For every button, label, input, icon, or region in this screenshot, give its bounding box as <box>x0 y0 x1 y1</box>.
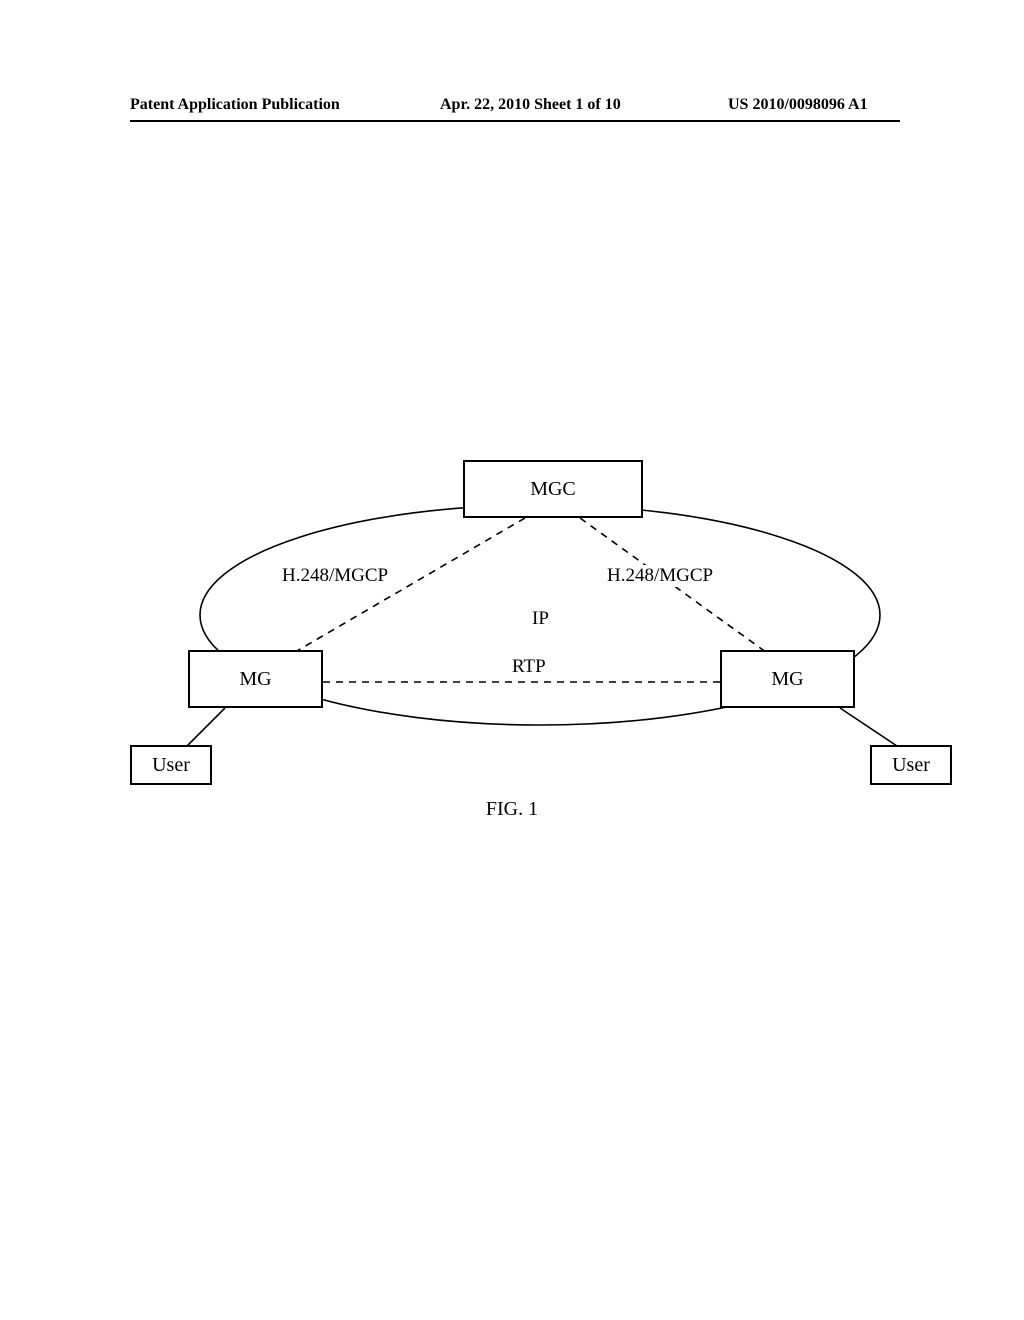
node-user-right-label: User <box>892 754 930 777</box>
node-mg-left-label: MG <box>239 668 271 691</box>
label-ip: IP <box>530 608 551 630</box>
figure-1-diagram: MGC MG MG User User H.248/MGCP H.248/MGC… <box>130 460 900 830</box>
node-user-left-label: User <box>152 754 190 777</box>
node-mgc-label: MGC <box>530 478 576 501</box>
header-right: US 2010/0098096 A1 <box>728 96 868 114</box>
page: Patent Application Publication Apr. 22, … <box>0 0 1024 1320</box>
header-left: Patent Application Publication <box>130 96 340 114</box>
node-mg-right-label: MG <box>771 668 803 691</box>
edge-mg-right-user-right <box>840 708 900 748</box>
node-mg-left: MG <box>188 650 323 708</box>
node-user-left: User <box>130 745 212 785</box>
header-center: Apr. 22, 2010 Sheet 1 of 10 <box>440 96 621 114</box>
label-protocol-left: H.248/MGCP <box>280 565 390 587</box>
node-mg-right: MG <box>720 650 855 708</box>
label-rtp: RTP <box>510 656 548 678</box>
header-rule <box>130 120 900 122</box>
edge-mg-left-user-left <box>185 708 225 748</box>
node-user-right: User <box>870 745 952 785</box>
node-mgc: MGC <box>463 460 643 518</box>
figure-caption: FIG. 1 <box>0 798 1024 821</box>
label-protocol-right: H.248/MGCP <box>605 565 715 587</box>
